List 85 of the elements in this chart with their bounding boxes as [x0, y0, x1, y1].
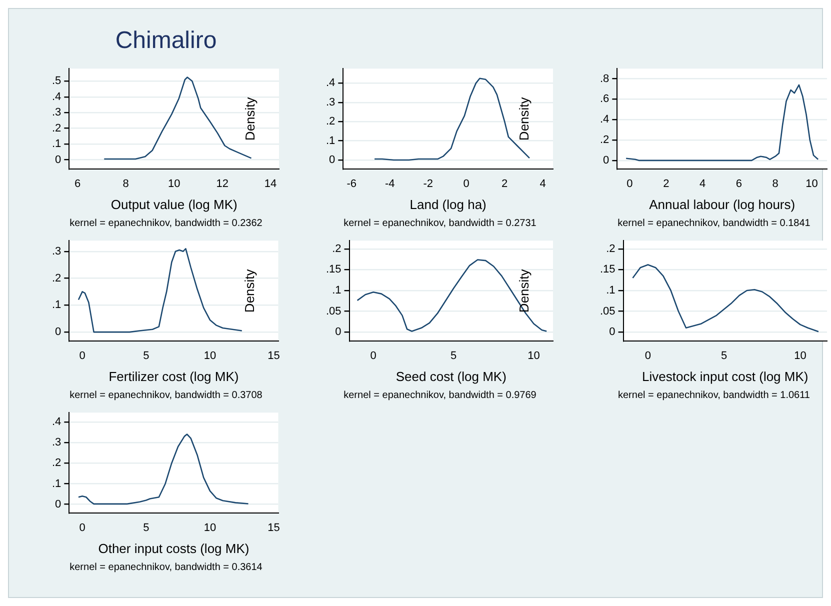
- y-tick-label: .15: [326, 264, 342, 276]
- x-tick-label: 6: [74, 178, 81, 190]
- x-tick-label: 12: [216, 178, 228, 190]
- y-tick-label: .1: [52, 299, 62, 312]
- y-tick-label: .2: [52, 122, 62, 134]
- x-tick-label: 0: [626, 178, 633, 190]
- x-axis-title: Livestock input cost (log MK): [642, 368, 808, 384]
- x-axis-title: Fertilizer cost (log MK): [108, 368, 239, 384]
- x-tick-label: 10: [794, 350, 806, 362]
- y-tick-label: .4: [600, 114, 610, 126]
- x-tick-label: 10: [204, 350, 216, 362]
- y-axis-title: Density: [516, 96, 532, 141]
- y-tick-label: .3: [52, 436, 62, 449]
- y-tick-label: .15: [600, 264, 616, 276]
- y-tick-label: .3: [326, 96, 336, 108]
- chart-title: Chimaliro: [114, 26, 218, 55]
- y-tick-label: 0: [603, 154, 610, 166]
- x-tick-label: 15: [268, 522, 280, 534]
- x-axis-title: Other input costs (log MK): [98, 540, 250, 556]
- y-tick-label: .4: [52, 90, 62, 103]
- y-tick-label: .5: [52, 75, 62, 88]
- y-tick-label: .4: [52, 416, 62, 428]
- x-tick-label: -6: [346, 178, 356, 190]
- x-tick-label: 14: [264, 178, 277, 190]
- y-tick-label: .1: [332, 284, 342, 297]
- y-tick-label: .2: [332, 242, 342, 255]
- x-tick-label: 8: [122, 178, 129, 190]
- text: kernel = epanechnikov, bandwidth = 0.2362: [68, 217, 264, 231]
- x-tick-label: 4: [540, 178, 546, 190]
- text: kernel = epanechnikov, bandwidth = 0.3708: [68, 389, 264, 403]
- y-tick-label: .1: [606, 284, 616, 297]
- y-tick-label: 0: [55, 326, 62, 338]
- x-tick-label: 15: [268, 350, 280, 362]
- y-tick-label: .2: [52, 272, 62, 284]
- x-tick-label: -2: [423, 178, 433, 190]
- text: kernel = epanechnikov, bandwidth = 0.3614: [68, 561, 264, 575]
- y-tick-label: .3: [52, 106, 62, 119]
- x-tick-label: 2: [502, 178, 508, 190]
- y-tick-label: .4: [326, 77, 336, 90]
- x-tick-label: 0: [463, 178, 470, 190]
- y-tick-label: 0: [609, 326, 616, 338]
- text: kernel = epanechnikov, bandwidth = 0.2731: [342, 217, 538, 231]
- y-tick-label: .8: [600, 72, 610, 85]
- y-tick-label: .6: [600, 93, 610, 106]
- y-tick-label: .05: [326, 305, 342, 318]
- x-axis-title: Seed cost (log MK): [396, 368, 506, 384]
- y-axis-title: Density: [242, 96, 258, 141]
- y-tick-label: .2: [326, 116, 336, 128]
- x-tick-label: 5: [450, 350, 457, 362]
- y-tick-label: 0: [55, 498, 62, 510]
- x-tick-label: 5: [143, 522, 150, 534]
- x-tick-label: 2: [663, 178, 670, 190]
- x-tick-label: 8: [772, 178, 778, 190]
- x-tick-label: 4: [699, 178, 706, 190]
- y-tick-label: 0: [329, 154, 336, 166]
- x-tick-label: 10: [528, 350, 540, 362]
- y-tick-label: .2: [52, 457, 62, 470]
- x-tick-label: 10: [806, 178, 818, 190]
- y-axis-title: Density: [516, 268, 532, 313]
- x-tick-label: 10: [168, 178, 180, 190]
- x-tick-label: -4: [384, 178, 395, 190]
- x-tick-label: 0: [644, 350, 652, 362]
- x-tick-label: 6: [736, 178, 742, 190]
- x-axis-title: Annual labour (log hours): [649, 196, 796, 212]
- text: kernel = epanechnikov, bandwidth = 0.1841: [616, 217, 812, 231]
- x-tick-label: 5: [143, 350, 150, 362]
- text: kernel = epanechnikov, bandwidth = 1.0611: [617, 389, 811, 403]
- x-axis-title: Land (log ha): [410, 196, 486, 212]
- x-tick-label: 5: [721, 350, 728, 362]
- text: kernel = epanechnikov, bandwidth = 0.9769: [342, 389, 538, 403]
- x-tick-label: 10: [204, 522, 216, 534]
- y-tick-label: .1: [52, 478, 62, 490]
- y-tick-label: .1: [52, 138, 62, 150]
- x-axis-title: Output value (log MK): [110, 196, 238, 212]
- y-axis-title: Density: [242, 268, 257, 313]
- y-tick-label: 0: [335, 326, 342, 338]
- y-tick-label: 0: [55, 154, 62, 166]
- x-tick-label: 0: [370, 350, 376, 362]
- y-tick-label: .05: [600, 305, 616, 318]
- y-tick-label: .1: [326, 134, 336, 147]
- x-tick-label: 0: [79, 522, 86, 534]
- y-tick-label: .3: [52, 245, 62, 258]
- x-tick-label: 0: [79, 350, 86, 362]
- y-tick-label: .2: [600, 134, 610, 146]
- y-tick-label: .2: [606, 242, 616, 255]
